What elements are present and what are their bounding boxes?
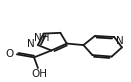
Text: O: O (6, 49, 14, 59)
Text: NH: NH (34, 33, 50, 43)
Text: N: N (116, 36, 123, 46)
Text: N: N (27, 39, 34, 49)
Text: OH: OH (31, 69, 47, 79)
